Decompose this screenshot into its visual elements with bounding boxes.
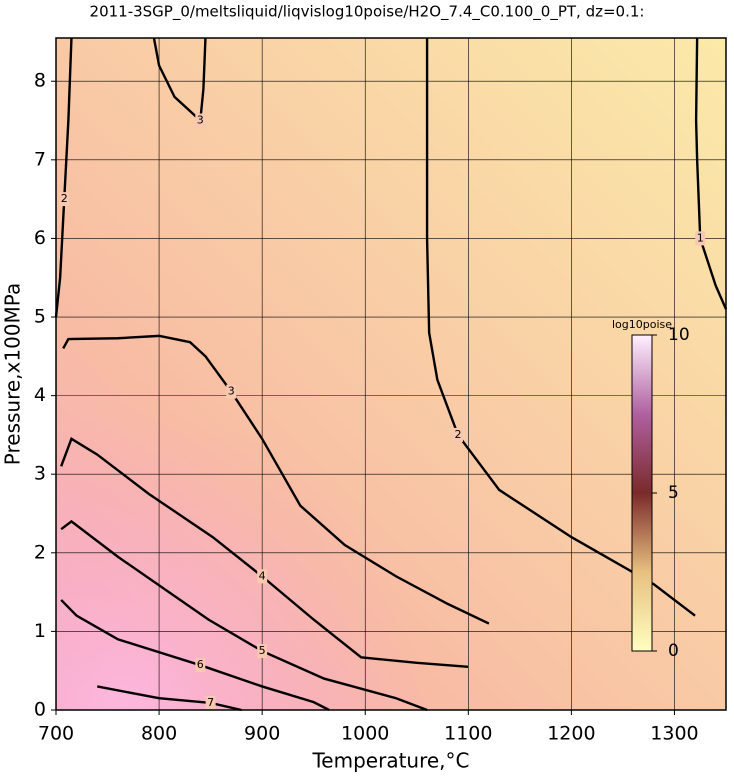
contour-line — [152, 37, 207, 124]
chart-title: 2011-3SGP_0/meltsliquid/liqvislog10poise… — [90, 3, 645, 22]
x-tick-label: 900 — [244, 723, 280, 745]
plot-shade — [56, 38, 726, 710]
contour-label: 2 — [455, 428, 462, 441]
y-tick-label: 1 — [34, 620, 46, 642]
x-tick-label: 1200 — [547, 723, 595, 745]
x-tick-label: 800 — [141, 723, 177, 745]
colorbar-tick-label: 0 — [668, 641, 679, 661]
y-tick-label: 7 — [34, 148, 46, 170]
contour-label: 5 — [259, 644, 266, 657]
x-axis-label: Temperature,°C — [311, 749, 469, 773]
contour-label: 3 — [228, 385, 235, 398]
contour-line — [97, 685, 242, 712]
y-tick-label: 6 — [34, 227, 46, 249]
contour-label-bg — [205, 695, 216, 710]
plot-frame — [55, 37, 727, 711]
x-tick-label: 700 — [38, 723, 74, 745]
y-tick-label: 2 — [34, 541, 46, 563]
contour-label-bg — [695, 231, 706, 246]
contour-label-bg — [257, 569, 268, 584]
contour-label-bg — [226, 384, 237, 399]
contour-label: 2 — [61, 192, 68, 205]
contour-line — [60, 437, 469, 668]
contour-label-bg — [453, 427, 463, 442]
y-tick-label: 4 — [34, 384, 46, 406]
contour-label-bg — [59, 192, 70, 207]
contour-label: 7 — [207, 696, 214, 709]
x-tick-label: 1000 — [341, 723, 389, 745]
y-tick-label: 8 — [34, 70, 46, 92]
colorbar-tick-label: 10 — [668, 325, 690, 345]
contour-line — [60, 519, 428, 712]
x-tick-label: 1300 — [650, 723, 698, 745]
colorbar-tick-label: 5 — [668, 483, 679, 503]
contour-label: 4 — [259, 569, 266, 582]
colorbar-label: log10poise — [612, 318, 672, 331]
y-tick-label: 3 — [34, 463, 46, 485]
x-tick-label: 1100 — [444, 723, 492, 745]
contour-label: 1 — [697, 231, 704, 244]
contour-line — [694, 37, 728, 310]
y-axis-label: Pressure,x100MPa — [1, 283, 25, 465]
contour-label-bg — [195, 113, 206, 128]
contour-label: 3 — [197, 114, 204, 127]
contour-label-bg — [195, 658, 206, 673]
contour-label-bg — [257, 644, 268, 659]
contour-label: 6 — [197, 658, 204, 671]
y-tick-label: 0 — [34, 699, 46, 721]
y-tick-label: 5 — [34, 306, 46, 328]
colorbar — [631, 334, 653, 652]
